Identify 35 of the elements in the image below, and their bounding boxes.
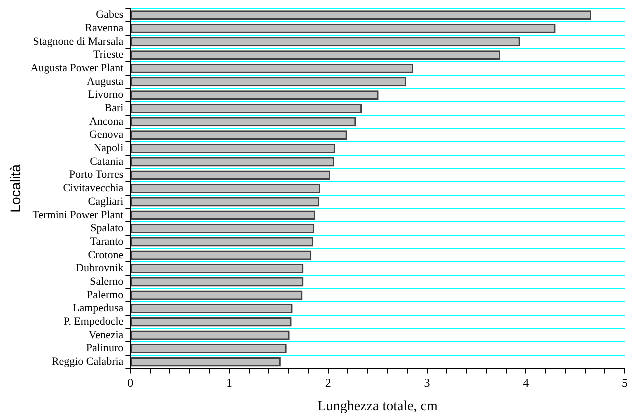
y-tick-label: Lampedusa [72,302,124,315]
y-tick-label: Spalato [90,222,124,235]
y-tick-label: Augusta Power Plant [30,62,124,75]
y-tick-label: Gabes [96,9,124,22]
y-tick-label: Venezia [88,329,124,342]
y-tick-label: Dubrovnik [76,262,124,275]
y-tick-label: Salerno [90,276,124,288]
y-tick-label: Ravenna [85,22,124,34]
x-tick-label: 0 [128,376,134,390]
y-tick-label: Palermo [87,289,124,302]
y-tick-label: Civitavecchia [63,182,124,195]
x-tick-label: 5 [622,376,628,390]
y-tick-label: Reggio Calabria [52,356,124,368]
y-tick-label: Crotone [88,249,124,262]
x-tick-label: 3 [424,376,430,390]
y-tick-label: Palinuro [86,342,124,355]
y-tick-label: Catania [90,156,124,168]
y-tick-label: Ancona [89,116,124,128]
x-axis-title: Lunghezza totale, cm [318,399,438,414]
y-tick-label: Porto Torres [69,169,124,182]
y-tick-label: Bari [104,102,124,115]
y-axis-title: Località [7,164,24,213]
y-tick-label: Trieste [94,49,124,62]
y-tick-label: Genova [89,129,124,142]
y-tick-label: Augusta [87,76,124,88]
y-tick-label: Napoli [94,142,124,155]
y-tick-label: Taranto [90,236,124,248]
y-tick-label: Cagliari [88,196,124,208]
x-tick-label: 2 [325,376,332,390]
y-tick-label: P. Empedocle [64,316,124,328]
x-tick-label: 4 [523,376,530,390]
y-tick-label: Livorno [88,89,124,102]
x-tick-label: 1 [226,376,233,390]
y-tick-label: Termini Power Plant [32,209,124,222]
y-tick-label: Stagnone di Marsala [33,36,124,48]
